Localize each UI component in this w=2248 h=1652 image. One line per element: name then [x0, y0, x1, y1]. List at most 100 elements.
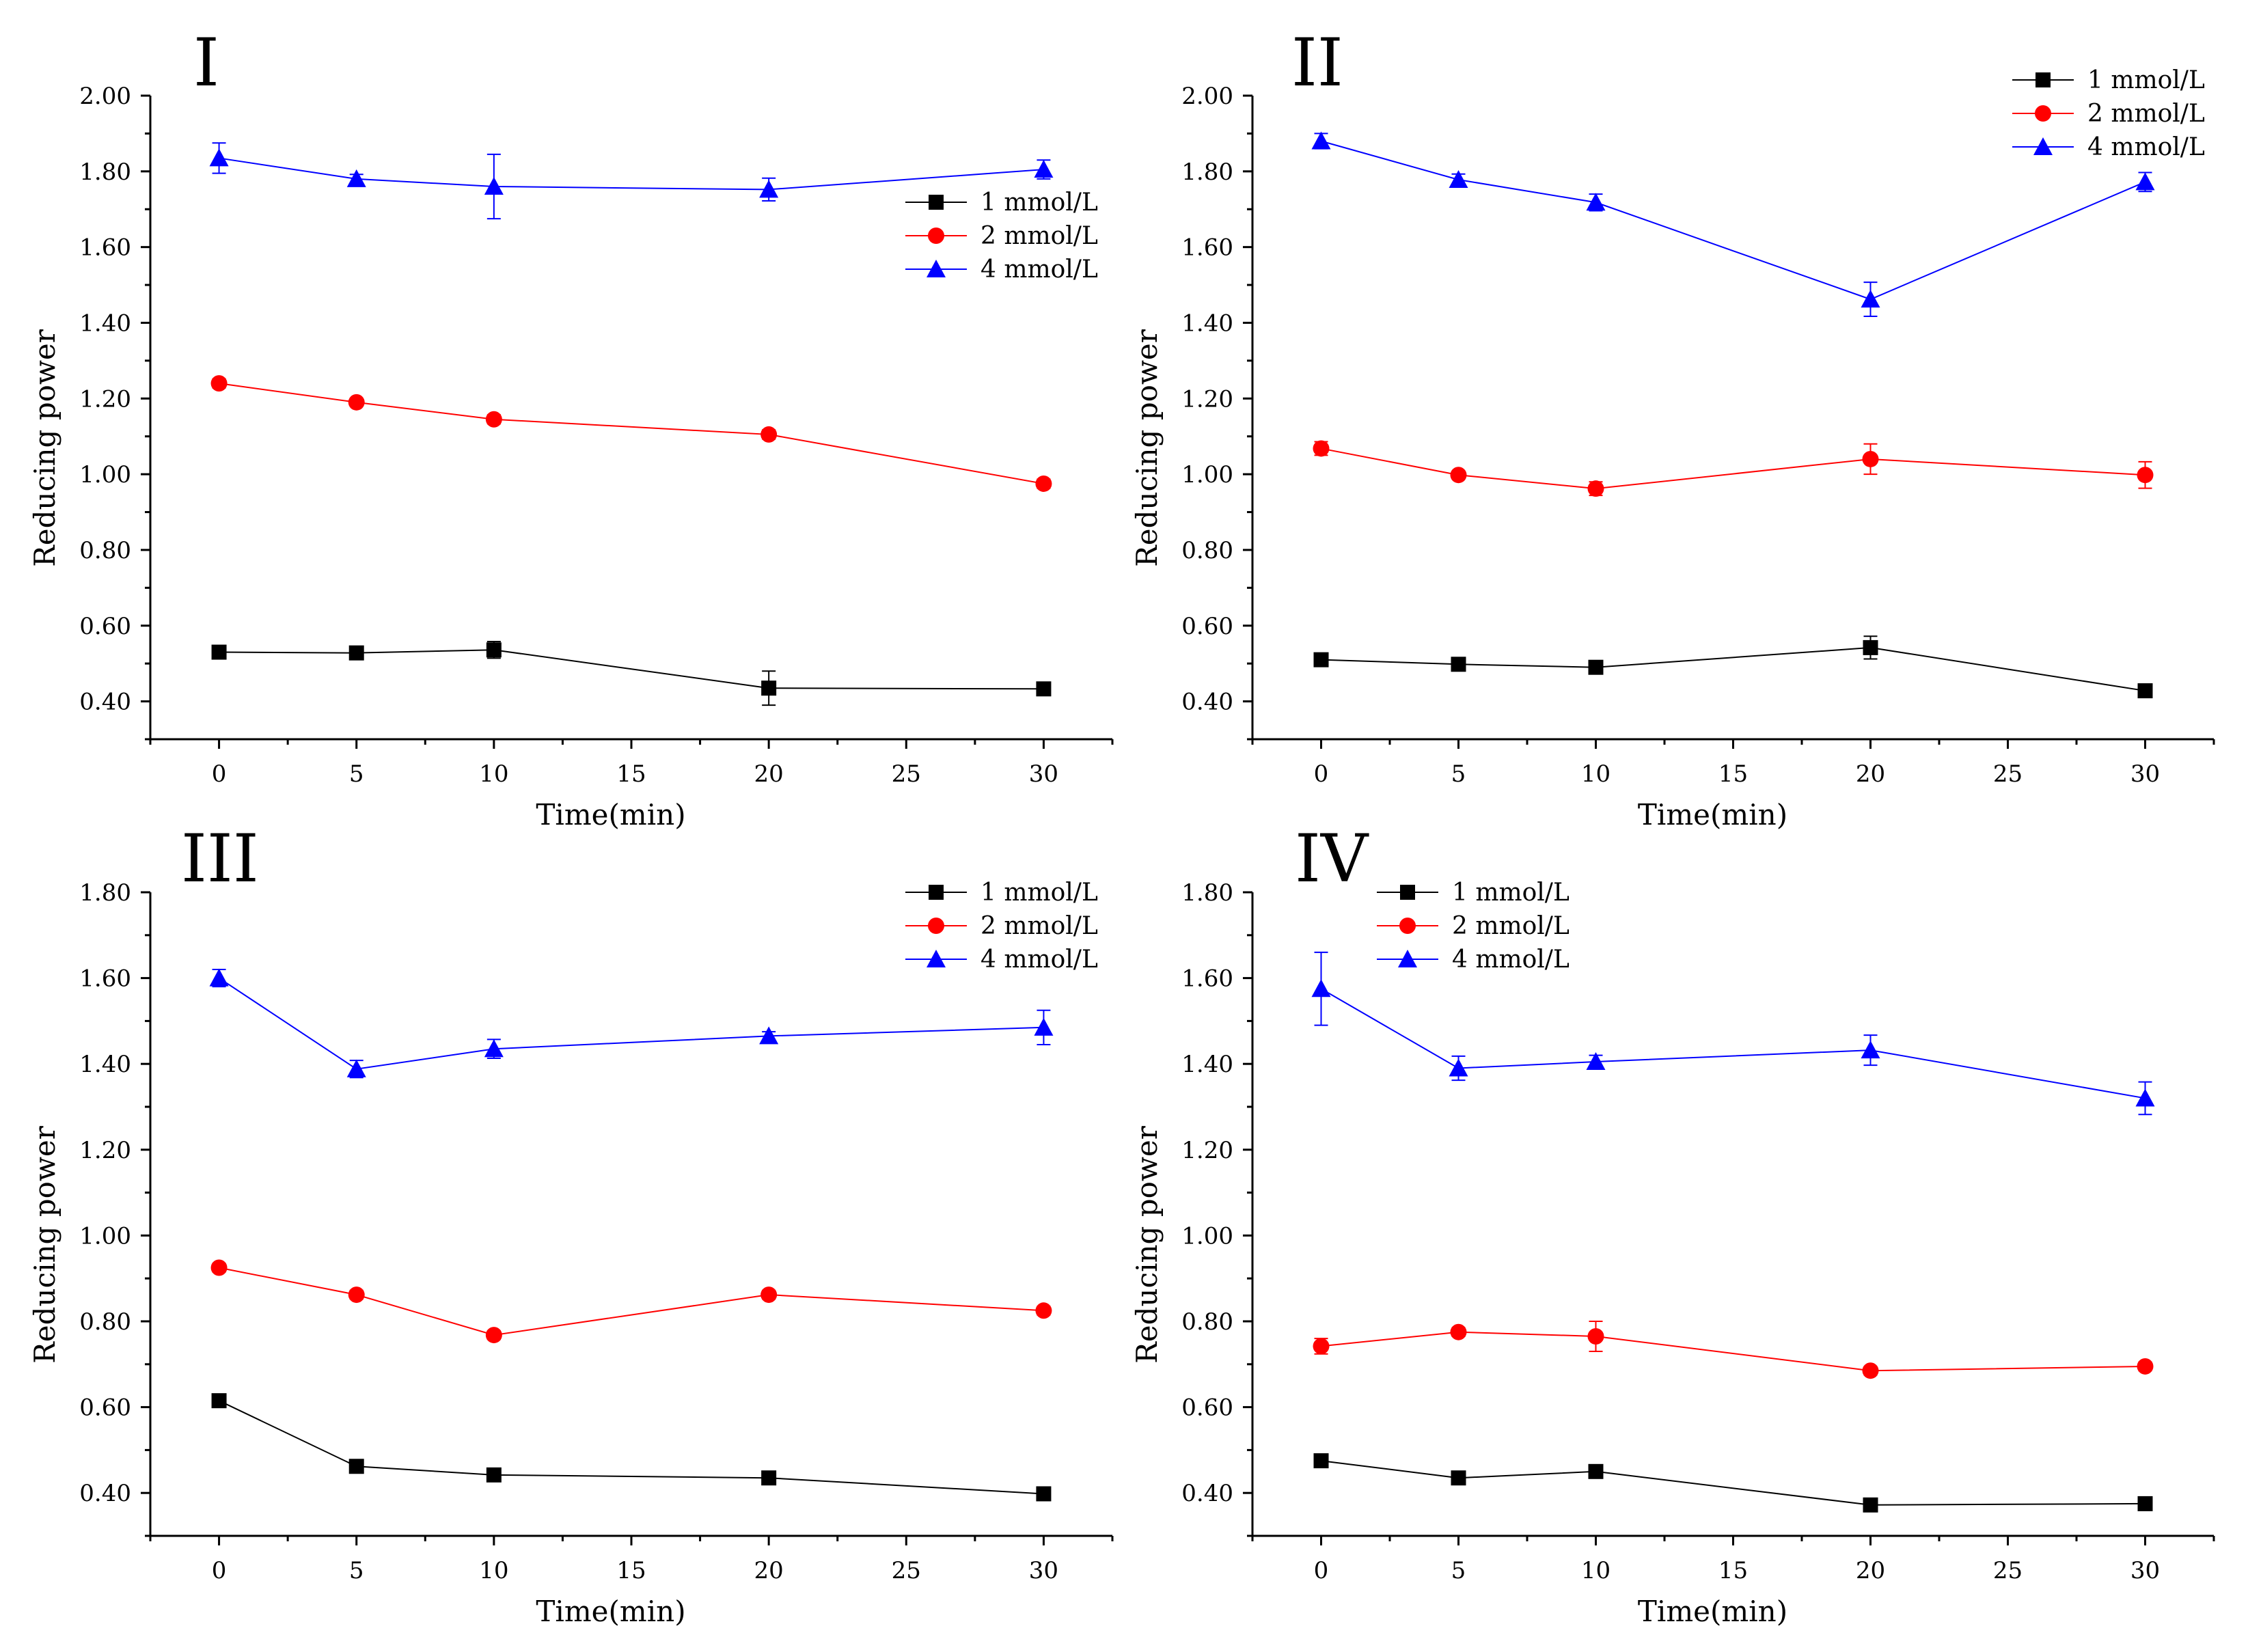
x-tick-label: 15 — [616, 760, 646, 788]
data-point — [484, 176, 504, 195]
data-point — [486, 1467, 502, 1483]
data-point — [348, 645, 364, 661]
data-point — [2135, 1088, 2155, 1107]
data-point — [2135, 172, 2155, 191]
y-tick-label: 0.40 — [79, 1480, 131, 1507]
x-tick-label: 30 — [1029, 760, 1058, 788]
legend: 1 mmol/L 2 mmol/L 4 mmol/L — [2012, 66, 2205, 161]
series-line — [219, 383, 1044, 484]
series-3 — [1311, 951, 2155, 1116]
legend-label: 4 mmol/L — [1452, 946, 1570, 974]
x-tick-label: 5 — [1451, 760, 1466, 788]
data-point — [1313, 1338, 1330, 1355]
y-tick-label: 1.20 — [1181, 1137, 1233, 1164]
y-tick-label: 0.60 — [1181, 1394, 1233, 1422]
x-tick-label: 15 — [616, 1557, 646, 1584]
series-line — [1321, 1460, 2146, 1506]
series-line — [1321, 1331, 2146, 1372]
x-tick-label: 5 — [1451, 1557, 1466, 1584]
legend-marker — [2035, 105, 2051, 122]
series-3 — [209, 968, 1054, 1079]
series-3 — [1311, 131, 2155, 318]
data-point — [1587, 480, 1604, 497]
legend-marker — [1398, 950, 1417, 967]
x-axis-title: Time(min) — [536, 1595, 685, 1628]
y-tick-label: 0.60 — [1181, 613, 1233, 640]
data-point — [1036, 1486, 1052, 1502]
series-line — [1321, 646, 2146, 692]
data-point — [759, 180, 779, 198]
y-tick-label: 0.80 — [1181, 537, 1233, 564]
y-tick-label: 0.60 — [79, 1394, 131, 1422]
x-tick-label: 20 — [1856, 1557, 1885, 1584]
data-point — [485, 1327, 502, 1344]
x-tick-label: 25 — [892, 1557, 921, 1584]
legend: 1 mmol/L 2 mmol/L 4 mmol/L — [905, 879, 1098, 974]
y-tick-label: 1.00 — [1181, 461, 1233, 488]
data-point — [210, 375, 228, 392]
y-tick-label: 1.40 — [79, 1051, 131, 1078]
legend-marker — [929, 885, 944, 900]
data-point — [211, 644, 227, 660]
legend-marker — [927, 260, 946, 277]
x-tick-label: 5 — [349, 1557, 364, 1584]
x-tick-label: 30 — [2130, 1557, 2160, 1584]
panel-label: IV — [1295, 821, 1369, 897]
data-point — [1588, 1463, 1604, 1479]
series-2 — [210, 375, 1052, 492]
x-axis-title: Time(min) — [1638, 1595, 1787, 1628]
series-1 — [1313, 635, 2153, 699]
x-tick-label: 20 — [754, 760, 784, 788]
data-point — [761, 680, 777, 696]
y-tick-label: 1.60 — [79, 965, 131, 993]
y-tick-label: 2.00 — [1181, 83, 1233, 110]
y-tick-label: 1.20 — [1181, 385, 1233, 413]
data-point — [1313, 440, 1330, 457]
legend: 1 mmol/L 2 mmol/L 4 mmol/L — [1377, 879, 1570, 974]
data-point — [2137, 467, 2154, 484]
data-point — [1449, 1058, 1468, 1077]
legend-marker — [1399, 918, 1416, 934]
data-point — [2137, 683, 2153, 699]
data-point — [1861, 290, 1880, 308]
legend-label: 4 mmol/L — [981, 256, 1098, 284]
data-point — [1451, 1470, 1466, 1486]
y-tick-label: 0.40 — [1181, 1480, 1233, 1507]
chart-panel-1: 0 5 10 15 20 25 30 0.40 0.60 0.80 1.00 1.20 1.40 1.60… — [28, 25, 1114, 831]
data-point — [1586, 193, 1606, 211]
y-tick-label: 1.00 — [79, 461, 131, 488]
legend-label: 1 mmol/L — [981, 189, 1098, 217]
x-tick-label: 10 — [1581, 760, 1610, 788]
y-tick-label: 0.80 — [79, 537, 131, 564]
series-3 — [209, 142, 1054, 220]
data-point — [346, 169, 366, 187]
series-line — [1320, 988, 2146, 1099]
y-tick-label: 1.60 — [1181, 234, 1233, 262]
data-point — [1587, 1327, 1604, 1345]
y-tick-label: 1.80 — [1181, 879, 1233, 907]
data-point — [1863, 639, 1878, 655]
x-tick-label: 30 — [1029, 1557, 1058, 1584]
legend-marker — [2033, 137, 2053, 155]
data-point — [1311, 979, 1331, 997]
x-tick-label: 0 — [212, 1557, 227, 1584]
data-point — [1313, 1453, 1329, 1469]
data-point — [209, 968, 229, 987]
data-point — [1451, 657, 1466, 672]
legend-label: 2 mmol/L — [1452, 912, 1570, 940]
legend-label: 1 mmol/L — [1452, 879, 1570, 907]
x-tick-label: 25 — [892, 760, 921, 788]
legend-label: 4 mmol/L — [981, 946, 1098, 974]
legend-marker — [927, 950, 946, 967]
data-point — [1035, 1302, 1052, 1319]
series-1 — [211, 641, 1052, 706]
y-tick-label: 1.40 — [1181, 309, 1233, 337]
y-axis-title: Reducing power — [1130, 329, 1164, 567]
legend-marker — [928, 228, 944, 244]
legend-marker — [1400, 885, 1415, 900]
series-2 — [1313, 1321, 2154, 1379]
y-tick-label: 1.40 — [1181, 1051, 1233, 1078]
legend-label: 2 mmol/L — [981, 222, 1098, 250]
series-1 — [211, 1393, 1052, 1502]
y-tick-label: 0.40 — [79, 689, 131, 716]
